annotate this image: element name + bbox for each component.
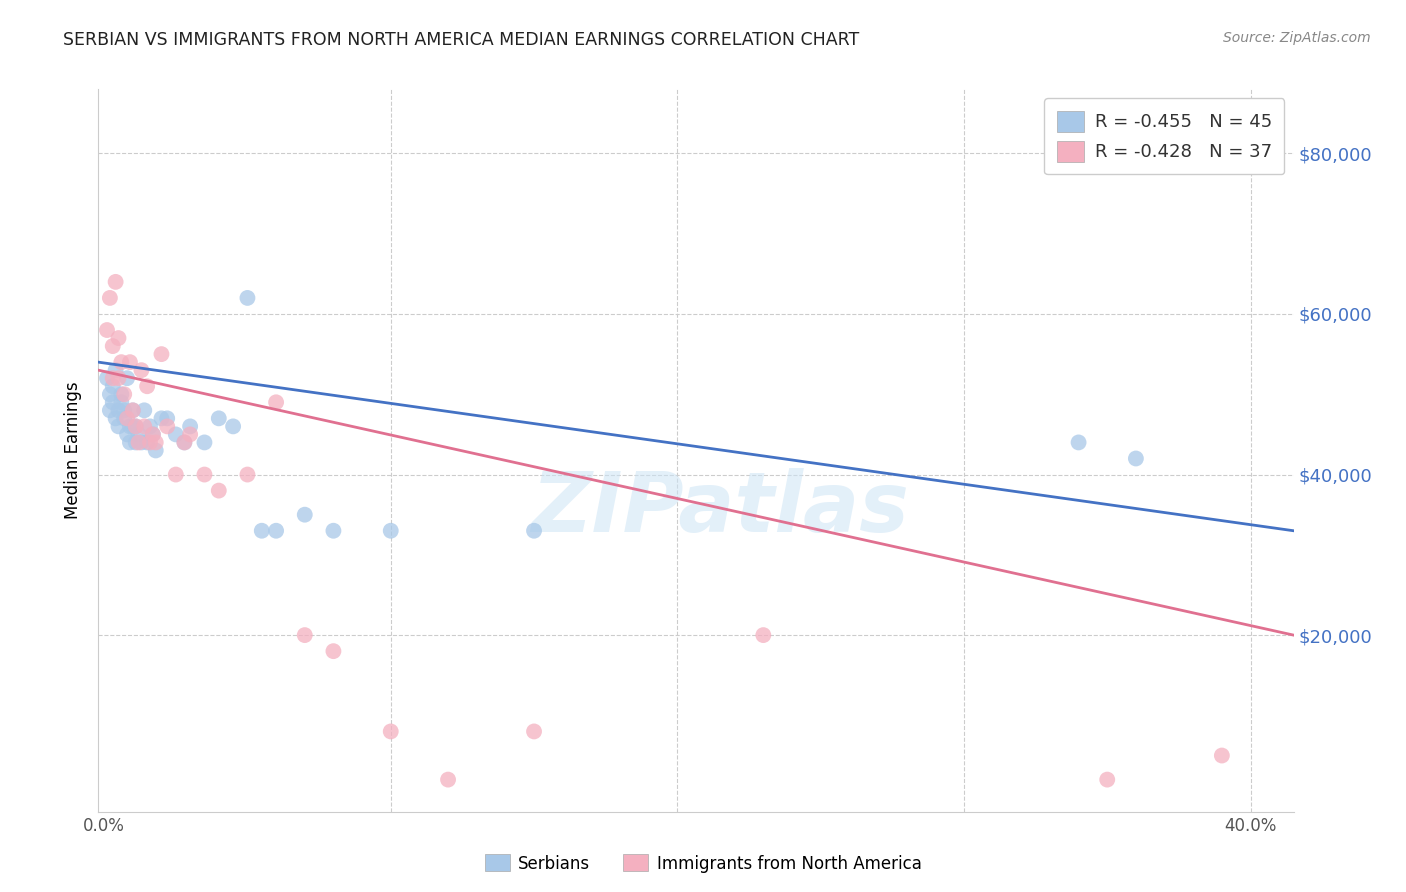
Point [208, 483, 231, 498]
Point [96, 371, 118, 385]
Point [104, 411, 127, 425]
Y-axis label: Median Earnings: Median Earnings [65, 382, 83, 519]
Point [250, 524, 273, 538]
Point [98, 403, 121, 417]
Point [380, 524, 402, 538]
Point [134, 419, 156, 434]
Legend: R = -0.455   N = 45, R = -0.428   N = 37: R = -0.455 N = 45, R = -0.428 N = 37 [1045, 98, 1285, 174]
Point [112, 403, 135, 417]
Point [142, 427, 165, 442]
Point [104, 275, 127, 289]
Point [193, 435, 215, 450]
Point [110, 395, 132, 409]
Point [165, 467, 187, 482]
Point [322, 644, 344, 658]
Point [131, 363, 153, 377]
Point [156, 419, 179, 434]
Point [121, 403, 143, 417]
Point [437, 772, 460, 787]
Point [101, 371, 124, 385]
Point [124, 419, 146, 434]
Point [150, 347, 173, 361]
Point [115, 427, 138, 442]
Point [145, 443, 167, 458]
Point [150, 411, 173, 425]
Point [294, 508, 316, 522]
Point [107, 419, 129, 434]
Point [1097, 772, 1119, 787]
Point [101, 395, 124, 409]
Point [142, 427, 165, 442]
Point [1211, 748, 1233, 763]
Point [139, 435, 162, 450]
Point [523, 524, 546, 538]
Point [115, 371, 138, 385]
Point [264, 395, 287, 409]
Point [115, 411, 138, 425]
Point [128, 435, 150, 450]
Point [96, 323, 118, 337]
Point [179, 419, 201, 434]
Point [131, 435, 153, 450]
Point [236, 467, 259, 482]
Point [193, 467, 215, 482]
Point [236, 291, 259, 305]
Text: Source: ZipAtlas.com: Source: ZipAtlas.com [1223, 31, 1371, 45]
Point [112, 411, 135, 425]
Text: ZIPatlas: ZIPatlas [531, 467, 908, 549]
Point [121, 403, 143, 417]
Text: SERBIAN VS IMMIGRANTS FROM NORTH AMERICA MEDIAN EARNINGS CORRELATION CHART: SERBIAN VS IMMIGRANTS FROM NORTH AMERICA… [63, 31, 859, 49]
Point [104, 363, 127, 377]
Point [118, 355, 141, 369]
Point [107, 331, 129, 345]
Point [101, 379, 124, 393]
Point [101, 339, 124, 353]
Point [264, 524, 287, 538]
Point [112, 387, 135, 401]
Point [136, 379, 159, 393]
Point [110, 355, 132, 369]
Point [1125, 451, 1147, 466]
Point [134, 403, 156, 417]
Point [173, 435, 195, 450]
Point [1067, 435, 1090, 450]
Point [139, 419, 162, 434]
Point [98, 291, 121, 305]
Point [107, 403, 129, 417]
Point [156, 411, 179, 425]
Point [523, 724, 546, 739]
Point [118, 435, 141, 450]
Point [110, 387, 132, 401]
Point [179, 427, 201, 442]
Point [208, 411, 231, 425]
Point [136, 435, 159, 450]
Point [173, 435, 195, 450]
Point [107, 371, 129, 385]
Point [165, 427, 187, 442]
Point [294, 628, 316, 642]
Point [322, 524, 344, 538]
Point [124, 435, 146, 450]
Point [124, 419, 146, 434]
Point [121, 419, 143, 434]
Point [752, 628, 775, 642]
Point [222, 419, 245, 434]
Point [98, 387, 121, 401]
Point [380, 724, 402, 739]
Point [145, 435, 167, 450]
Point [128, 427, 150, 442]
Point [118, 419, 141, 434]
Legend: Serbians, Immigrants from North America: Serbians, Immigrants from North America [478, 847, 928, 880]
